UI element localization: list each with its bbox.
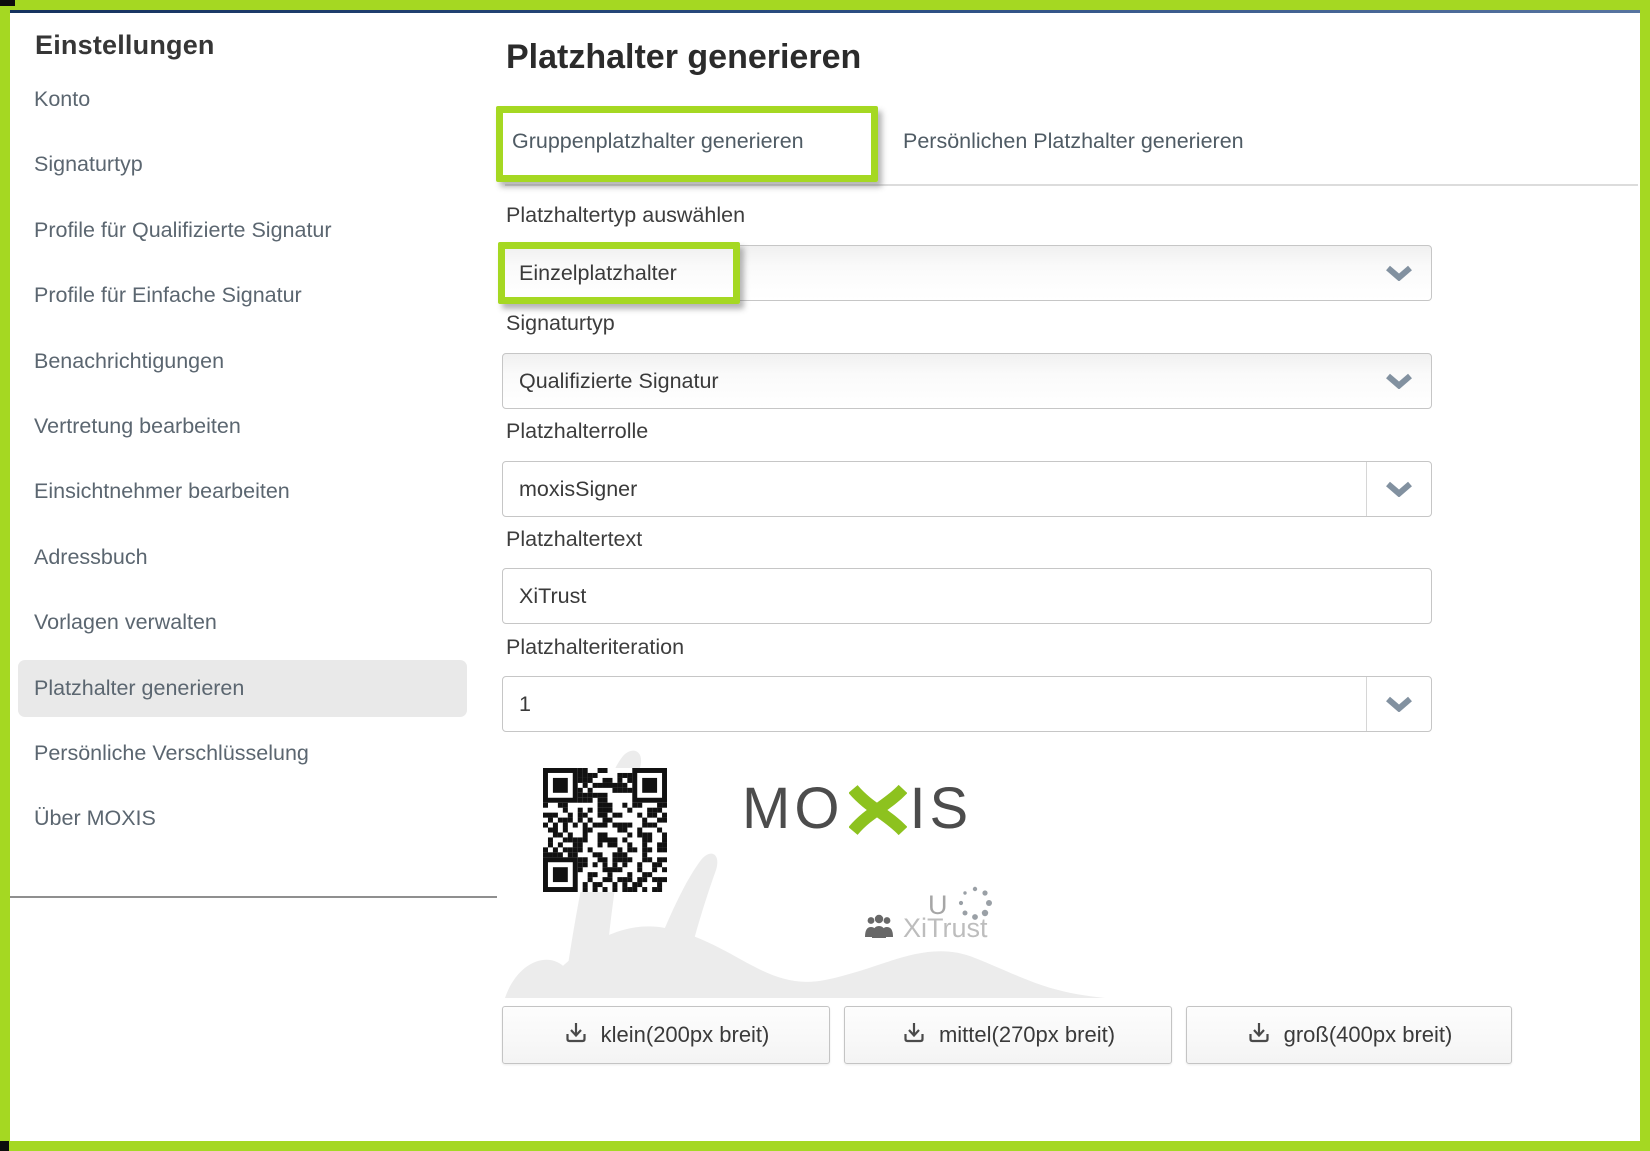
download-icon bbox=[901, 1020, 927, 1051]
sidebar-item-konto[interactable]: Konto bbox=[34, 87, 91, 111]
placeholder-iteration-value: 1 bbox=[519, 691, 531, 716]
sidebar-item-einsichtnehmer[interactable]: Einsichtnehmer bearbeiten bbox=[34, 479, 290, 504]
placeholder-iteration-combobox[interactable]: 1 bbox=[502, 676, 1432, 732]
page-title: Platzhalter generieren bbox=[506, 38, 862, 76]
tab-underline bbox=[505, 184, 1638, 186]
crop-artifact bbox=[0, 1141, 9, 1151]
sidebar-item-benachrichtigungen[interactable]: Benachrichtigungen bbox=[34, 348, 225, 373]
sidebar-nav: Konto Signaturtyp Profile für Qualifizie… bbox=[18, 67, 467, 852]
placeholder-role-value: moxisSigner bbox=[519, 476, 638, 501]
placeholder-group-row: XiTrust bbox=[864, 913, 988, 944]
download-icon bbox=[563, 1020, 589, 1051]
chevron-down-icon[interactable] bbox=[1367, 246, 1431, 300]
placeholder-user-row: U bbox=[928, 884, 994, 927]
group-name: XiTrust bbox=[903, 913, 988, 943]
placeholder-type-label: Platzhaltertyp auswählen bbox=[506, 203, 746, 227]
moxis-logo: MO IS bbox=[742, 775, 972, 843]
moxis-logo-text-right: IS bbox=[909, 776, 973, 841]
sidebar-item-adressbuch[interactable]: Adressbuch bbox=[34, 544, 148, 569]
tab-persoenlicher-platzhalter[interactable]: Persönlichen Platzhalter generieren bbox=[903, 129, 1244, 153]
user-initial: U bbox=[928, 890, 948, 920]
moxis-x-icon bbox=[848, 784, 908, 841]
download-small-label: klein(200px breit) bbox=[600, 1022, 770, 1047]
placeholder-text-label: Platzhaltertext bbox=[506, 527, 643, 551]
download-icon bbox=[1246, 1020, 1272, 1051]
download-large-label: groß(400px breit) bbox=[1283, 1022, 1453, 1047]
placeholder-iteration-label: Platzhalteriteration bbox=[506, 635, 685, 659]
sidebar-divider bbox=[10, 896, 497, 898]
sidebar-item-vorlagen[interactable]: Vorlagen verwalten bbox=[34, 610, 217, 635]
group-icon bbox=[864, 913, 894, 944]
sidebar-item-verschluesselung[interactable]: Persönliche Verschlüsselung bbox=[34, 740, 309, 765]
chevron-down-icon[interactable] bbox=[1366, 677, 1431, 731]
sidebar-item-vertretung[interactable]: Vertretung bearbeiten bbox=[34, 413, 241, 438]
download-small-button[interactable]: klein(200px breit) bbox=[502, 1006, 830, 1064]
tab-gruppenplatzhalter[interactable]: Gruppenplatzhalter generieren bbox=[512, 129, 804, 153]
moxis-logo-text-left: MO bbox=[742, 776, 844, 841]
placeholder-type-value: Einzelplatzhalter bbox=[519, 260, 677, 285]
top-window-edge bbox=[10, 10, 1640, 13]
sidebar-title: Einstellungen bbox=[35, 30, 215, 60]
download-large-button[interactable]: groß(400px breit) bbox=[1186, 1006, 1512, 1064]
sidebar-item-profile-einfache[interactable]: Profile für Einfache Signatur bbox=[34, 283, 302, 308]
qr-code bbox=[543, 768, 668, 893]
signature-type-label: Signaturtyp bbox=[506, 311, 615, 335]
chevron-down-icon[interactable] bbox=[1366, 462, 1431, 516]
placeholder-type-select[interactable]: Einzelplatzhalter bbox=[502, 245, 1432, 301]
placeholder-role-combobox[interactable]: moxisSigner bbox=[502, 461, 1432, 517]
crop-artifact bbox=[0, 0, 15, 6]
download-medium-button[interactable]: mittel(270px breit) bbox=[844, 1006, 1172, 1064]
spinner-icon bbox=[956, 884, 994, 927]
sidebar-item-signaturtyp[interactable]: Signaturtyp bbox=[34, 152, 143, 177]
sidebar-item-profile-qualifizierte[interactable]: Profile für Qualifizierte Signatur bbox=[34, 217, 332, 242]
placeholder-role-label: Platzhalterrolle bbox=[506, 419, 649, 443]
chevron-down-icon[interactable] bbox=[1367, 354, 1431, 408]
download-medium-label: mittel(270px breit) bbox=[938, 1022, 1116, 1047]
placeholder-text-input[interactable]: XiTrust bbox=[502, 568, 1432, 624]
sidebar-item-ueber-moxis[interactable]: Über MOXIS bbox=[34, 806, 156, 831]
placeholder-text-value: XiTrust bbox=[519, 583, 587, 608]
signature-type-value: Qualifizierte Signatur bbox=[519, 368, 719, 393]
sidebar-item-platzhalter-generieren[interactable]: Platzhalter generieren bbox=[18, 656, 467, 721]
signature-type-select[interactable]: Qualifizierte Signatur bbox=[502, 353, 1432, 409]
